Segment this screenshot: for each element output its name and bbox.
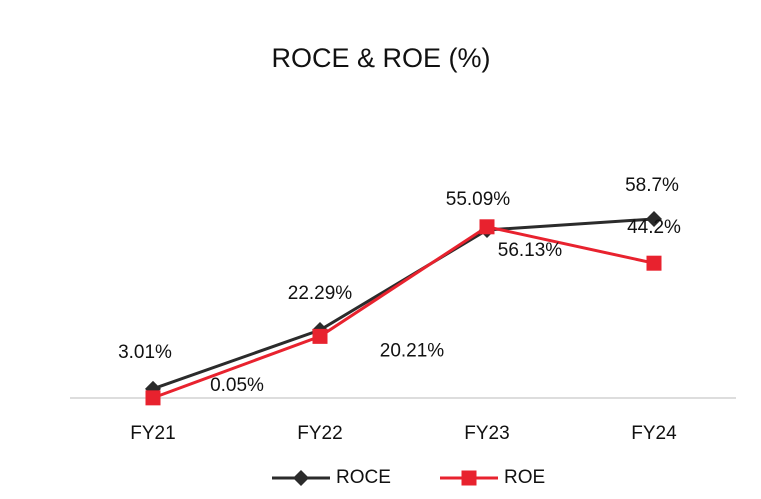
series-line xyxy=(152,225,655,400)
marker xyxy=(646,255,662,271)
data-label: 3.01% xyxy=(118,342,172,363)
x-tick-label: FY24 xyxy=(631,423,677,444)
chart-title: ROCE & ROE (%) xyxy=(271,43,490,73)
data-label: 0.05% xyxy=(210,375,264,396)
legend-marker xyxy=(293,470,309,486)
data-label: 20.21% xyxy=(380,340,445,361)
data-label: 44.2% xyxy=(627,217,681,238)
data-label: 22.29% xyxy=(288,283,353,304)
x-tick-label: FY21 xyxy=(130,423,175,444)
legend-marker xyxy=(461,470,477,486)
x-tick-label: FY22 xyxy=(297,423,342,444)
marker xyxy=(646,210,662,227)
marker xyxy=(312,328,328,344)
data-label: 55.09% xyxy=(446,189,511,210)
marker xyxy=(479,219,495,235)
x-tick-label: FY23 xyxy=(464,423,509,444)
legend-label: ROCE xyxy=(336,467,391,488)
marker xyxy=(145,390,161,406)
data-label: 58.7% xyxy=(625,175,679,196)
data-label: 56.13% xyxy=(498,240,563,261)
legend-label: ROE xyxy=(504,467,545,488)
